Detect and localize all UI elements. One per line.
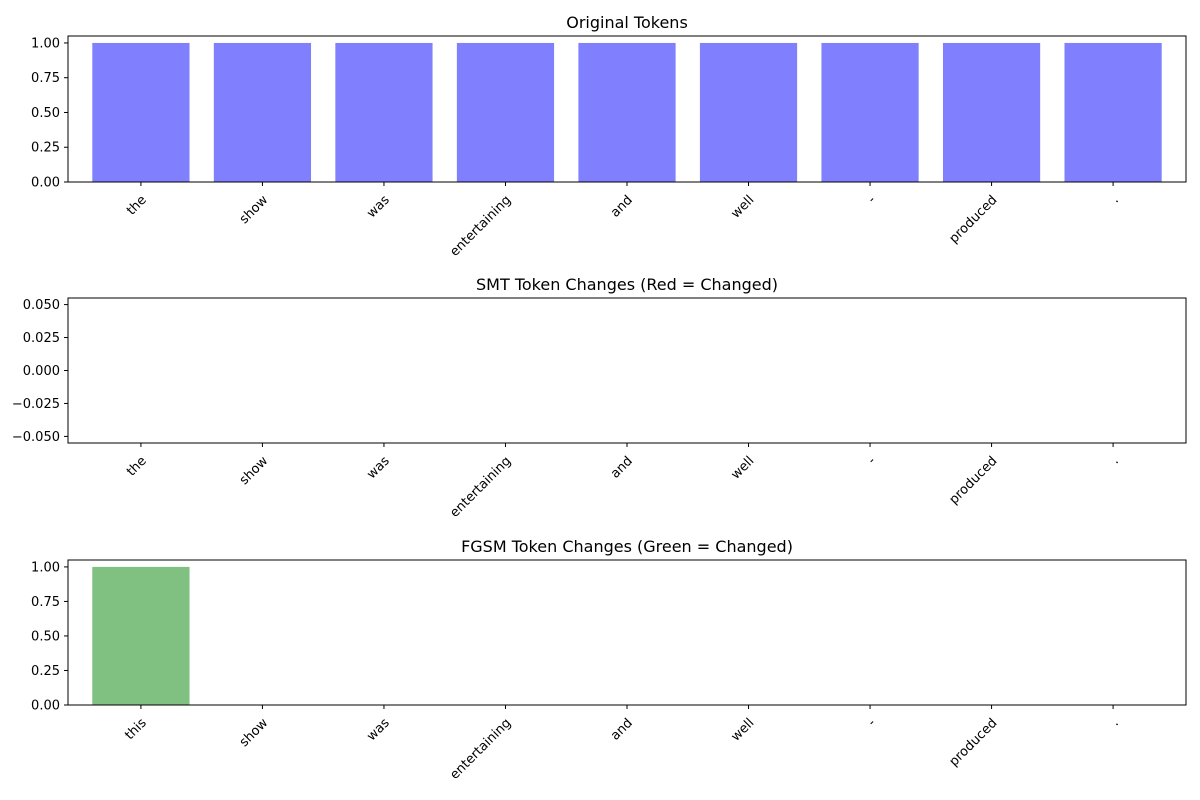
y-tick-label: 0.025 bbox=[23, 331, 60, 346]
bar-produced bbox=[942, 42, 1041, 183]
y-tick-label: 0.25 bbox=[31, 664, 60, 679]
bar-was bbox=[335, 42, 433, 183]
y-tick-label: 0.50 bbox=[31, 629, 60, 644]
y-tick-label: 1.00 bbox=[31, 36, 60, 51]
y-tick-label: 0.00 bbox=[31, 699, 60, 714]
y-tick-label: 0.050 bbox=[23, 298, 60, 313]
bar-and bbox=[578, 42, 676, 183]
bar-. bbox=[1064, 42, 1162, 183]
chart-title: FGSM Token Changes (Green = Changed) bbox=[461, 537, 793, 556]
bar-show bbox=[213, 42, 312, 183]
y-tick-label: 0.00 bbox=[31, 176, 60, 191]
chart-title: SMT Token Changes (Red = Changed) bbox=[476, 275, 778, 294]
y-tick-label: −0.025 bbox=[12, 397, 60, 412]
y-tick-label: 0.25 bbox=[31, 141, 60, 156]
y-tick-label: 0.75 bbox=[31, 71, 60, 86]
bar-well bbox=[699, 42, 798, 183]
y-tick-label: 1.00 bbox=[31, 560, 60, 575]
y-tick-label: 0.75 bbox=[31, 595, 60, 610]
bar-the bbox=[92, 42, 190, 183]
bar-- bbox=[821, 42, 919, 183]
chart-title: Original Tokens bbox=[566, 13, 688, 32]
y-tick-label: −0.050 bbox=[12, 430, 60, 445]
y-tick-label: 0.50 bbox=[31, 106, 60, 121]
bar-this bbox=[92, 566, 190, 705]
y-tick-label: 0.000 bbox=[23, 364, 60, 379]
bar-entertaining bbox=[456, 42, 555, 183]
